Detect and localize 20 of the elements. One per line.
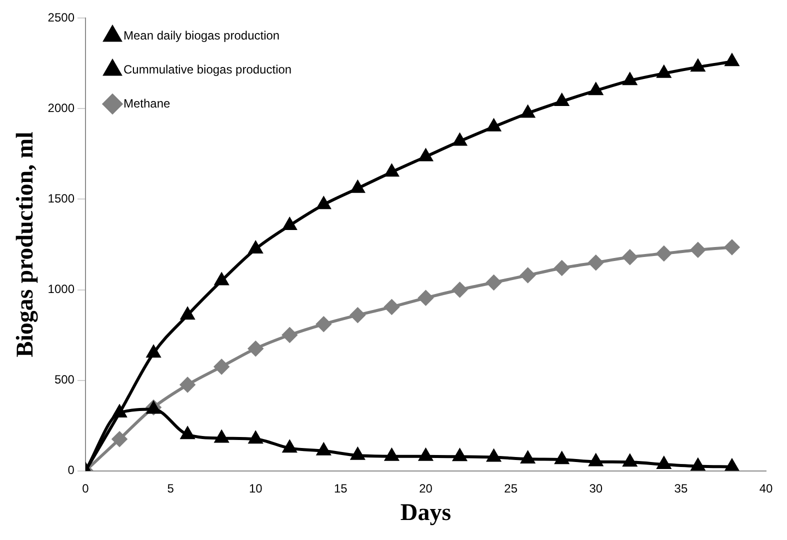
x-tick-label: 20 xyxy=(419,481,433,496)
x-tick-label: 15 xyxy=(334,481,348,496)
y-tick-label: 0 xyxy=(68,463,75,478)
y-tick-label: 500 xyxy=(54,372,75,387)
y-tick-label: 1500 xyxy=(48,192,75,206)
x-tick-label: 40 xyxy=(759,481,773,496)
x-tick-label: 10 xyxy=(248,481,263,496)
y-tick-label: 2500 xyxy=(48,10,75,25)
y-tick-label: 2000 xyxy=(48,101,75,116)
y-axis-title: Biogas production, ml xyxy=(12,131,39,358)
y-tick-label: 1000 xyxy=(48,282,75,296)
x-tick-label: 35 xyxy=(674,481,688,496)
legend-label: Methane xyxy=(123,96,171,110)
x-tick-label: 25 xyxy=(504,481,518,496)
x-tick-label: 0 xyxy=(82,481,90,496)
legend-label: Cummulative biogas production xyxy=(123,62,292,76)
legend-label: Mean daily biogas production xyxy=(123,28,280,42)
x-tick-label: 5 xyxy=(167,481,174,496)
x-axis-title: Days xyxy=(400,500,452,526)
x-tick-label: 30 xyxy=(589,481,603,496)
